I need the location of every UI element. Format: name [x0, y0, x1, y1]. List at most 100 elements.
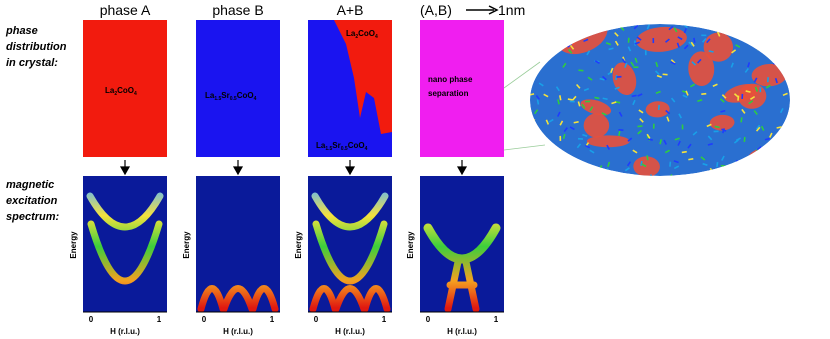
spin: [582, 133, 588, 138]
spin: [555, 36, 560, 42]
spin: [583, 87, 590, 92]
spin: [556, 151, 562, 156]
nano-label: separation: [428, 89, 469, 98]
spin: [780, 24, 784, 31]
spin: [712, 83, 718, 87]
spin: [683, 44, 689, 50]
spin: [689, 83, 696, 88]
spin: [636, 36, 642, 41]
spin: [655, 61, 659, 68]
spin: [633, 24, 639, 30]
spin: [744, 67, 749, 73]
spin: [599, 77, 605, 81]
spin: [614, 32, 619, 37]
spin: [548, 118, 554, 123]
spin: [543, 93, 549, 98]
y-axis-label: Energy: [182, 231, 191, 259]
spin: [780, 65, 784, 71]
spin: [707, 135, 713, 141]
spin: [627, 46, 632, 52]
spin: [753, 110, 758, 116]
spin: [576, 83, 581, 89]
spin: [730, 62, 734, 68]
spin: [720, 109, 726, 113]
spin: [550, 45, 557, 49]
spin: [741, 108, 746, 114]
x-axis-label: H (r.l.u.): [335, 327, 365, 336]
spin: [753, 77, 758, 83]
spin: [776, 126, 782, 129]
spin: [784, 162, 790, 166]
spin: [716, 31, 721, 37]
spin: [640, 160, 643, 167]
panel-title: phase A: [100, 2, 151, 18]
spin: [693, 37, 696, 43]
zoom-line: [503, 61, 541, 89]
spin: [586, 50, 591, 56]
spin: [769, 132, 773, 138]
spin: [624, 62, 628, 68]
spectrum-bg: [420, 176, 504, 312]
x-tick-label: 1: [382, 315, 387, 324]
spin: [711, 169, 716, 176]
spin: [677, 36, 683, 41]
domain: [633, 156, 660, 176]
spin: [721, 94, 727, 99]
spin: [670, 97, 676, 103]
spin: [567, 43, 573, 48]
spin: [714, 125, 720, 129]
spin: [703, 24, 709, 29]
spin: [733, 93, 739, 98]
magnon-band: [423, 223, 501, 264]
spin: [690, 41, 695, 47]
spin: [607, 161, 611, 167]
spin: [534, 42, 539, 48]
spin: [627, 137, 633, 142]
spin: [567, 48, 573, 54]
row-label: magnetic: [6, 179, 54, 191]
spin: [744, 174, 750, 176]
y-axis-label: Energy: [406, 231, 415, 259]
spin: [659, 139, 663, 145]
spin: [602, 75, 607, 81]
spin: [701, 92, 707, 95]
spin: [702, 37, 707, 43]
panel-title: A+B: [337, 2, 364, 18]
spin: [594, 60, 600, 65]
magnon-band: [197, 285, 279, 313]
spin: [536, 99, 540, 105]
y-axis-label: Energy: [69, 231, 78, 259]
spin: [682, 94, 688, 98]
spin: [531, 26, 537, 31]
spin: [757, 30, 762, 36]
domain: [580, 99, 612, 116]
spin: [696, 58, 702, 64]
spin: [746, 171, 752, 176]
spin: [589, 149, 595, 154]
spin: [749, 28, 753, 34]
spin: [749, 95, 756, 100]
spin: [716, 161, 719, 168]
down-arrows: [119, 160, 468, 176]
spin: [634, 41, 640, 45]
spin: [530, 38, 533, 44]
x-tick-label: 0: [426, 315, 431, 324]
magnon-band: [86, 192, 164, 231]
spin: [674, 137, 680, 141]
spin: [594, 96, 600, 100]
spin: [557, 99, 560, 105]
spin: [772, 59, 778, 65]
formula: La2CoO4: [105, 86, 137, 97]
spin: [777, 24, 782, 30]
domain: [586, 135, 630, 148]
spin: [569, 126, 575, 131]
spin: [648, 174, 653, 176]
spin: [608, 47, 614, 51]
spin: [754, 86, 759, 92]
x-tick-label: 1: [157, 315, 162, 324]
domain: [703, 32, 734, 62]
spin: [545, 119, 550, 125]
spin: [748, 100, 754, 105]
x-tick-label: 0: [202, 315, 207, 324]
phase-a: [83, 20, 167, 157]
